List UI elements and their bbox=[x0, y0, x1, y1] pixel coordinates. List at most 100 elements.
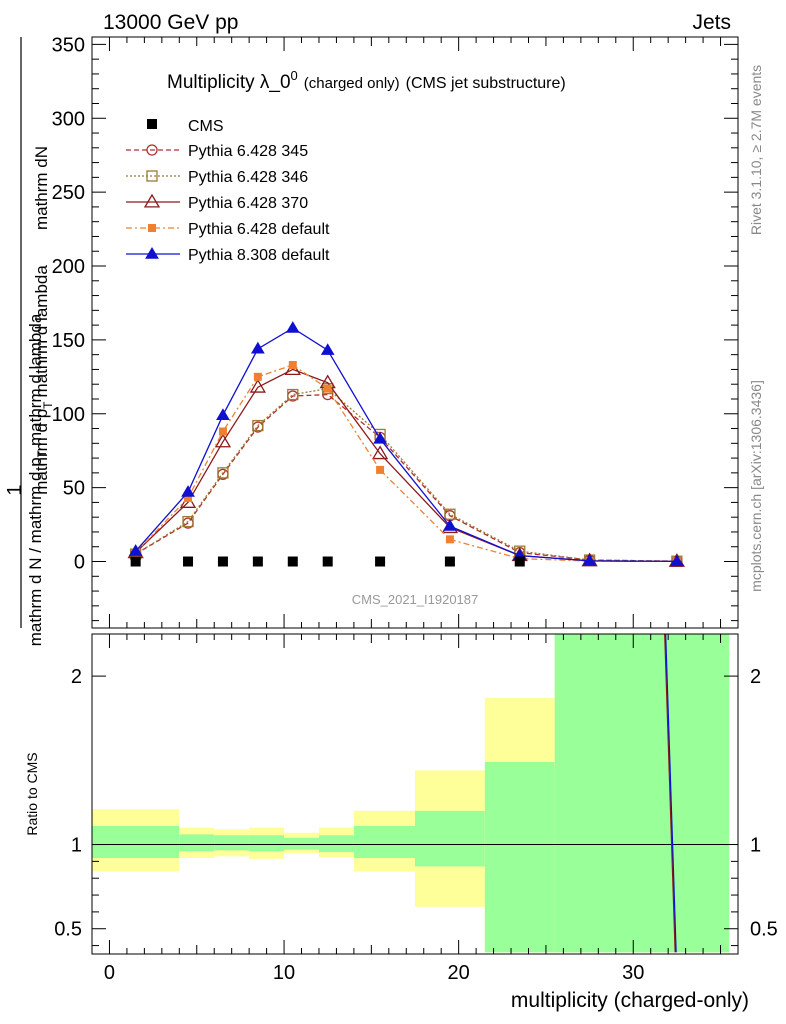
ratio-axis-ticks: 0.5 0.5 1 1 2 2 bbox=[54, 666, 778, 947]
ratio-y-tick-label: 2 bbox=[71, 666, 82, 688]
chart-title-sup: 0 bbox=[291, 68, 298, 83]
cms-data-point bbox=[130, 556, 141, 567]
series-3-point bbox=[249, 378, 267, 393]
legend-marker-4 bbox=[148, 224, 156, 232]
ylabel-tail-text: mathrm d lambda bbox=[32, 265, 51, 398]
ylabel-denominator-text: mathrm d N / mathrm d p bbox=[26, 457, 45, 646]
series-4-point bbox=[445, 535, 454, 544]
cms-data-point bbox=[217, 556, 228, 567]
series-5-point bbox=[285, 321, 300, 333]
series-3-point bbox=[214, 433, 232, 448]
ratio-lines bbox=[92, 633, 738, 953]
cms-data-point bbox=[375, 556, 386, 567]
ratio-y-tick-label-right: 1 bbox=[750, 835, 761, 857]
legend-cms-label: CMS bbox=[188, 118, 224, 135]
main-series-group bbox=[127, 321, 686, 567]
ylabel-numerator: mathrm dN bbox=[32, 146, 51, 230]
series-5-point bbox=[373, 431, 387, 444]
legend-label-4: Pythia 6.428 default bbox=[188, 221, 330, 238]
ylabel-one: 1 bbox=[4, 484, 26, 495]
series-5-point bbox=[216, 408, 230, 420]
ratio-bands bbox=[92, 634, 730, 953]
series-2-point bbox=[182, 515, 194, 528]
cms-data-point bbox=[444, 556, 455, 567]
cms-data-point bbox=[322, 556, 333, 567]
cms-data-point bbox=[252, 556, 263, 567]
ratio-band-green bbox=[318, 835, 354, 853]
series-5-point bbox=[128, 544, 143, 556]
x-axis-ticks: 0 10 20 30 bbox=[104, 634, 722, 984]
ylabel-denominator-tail: mathrm d lambda bbox=[26, 313, 45, 446]
series-2-point bbox=[252, 419, 264, 432]
main-y-axis-label: 1 mathrm dN mathrm d pTmathrm d lambda m… bbox=[4, 37, 55, 646]
legend-label-1: Pythia 6.428 345 bbox=[188, 143, 308, 160]
header-left-label: 13000 GeV pp bbox=[103, 11, 238, 34]
main-y-tick-label: 300 bbox=[52, 108, 85, 130]
main-axis-ticks: 0 50 100 150 200 250 300 350 bbox=[52, 34, 738, 628]
cms-data-point bbox=[287, 556, 298, 567]
main-y-tick-label: 100 bbox=[52, 404, 85, 426]
main-y-tick-label: 350 bbox=[52, 34, 85, 56]
series-4-point bbox=[218, 427, 227, 436]
main-y-tick-label: 0 bbox=[74, 552, 85, 574]
analysis-watermark: CMS_2021_I1920187 bbox=[352, 592, 479, 607]
ylabel-mid-sub: T bbox=[41, 401, 55, 409]
legend-cms-marker bbox=[147, 119, 157, 129]
series-line-1 bbox=[135, 393, 677, 562]
legend-marker-2 bbox=[146, 170, 158, 182]
series-5-point bbox=[320, 343, 335, 355]
series-2-point bbox=[287, 388, 299, 401]
series-line-3 bbox=[135, 368, 677, 563]
chart-title-small: (charged only) bbox=[304, 75, 400, 92]
legend: CMS Pythia 6.428 345 Pythia 6.428 346 Pythi… bbox=[126, 118, 330, 264]
ratio-band-green bbox=[353, 826, 415, 858]
ratio-band-green bbox=[214, 835, 250, 851]
legend-label-5: Pythia 8.308 default bbox=[188, 247, 330, 264]
series-2-point bbox=[217, 467, 229, 479]
series-line-2 bbox=[135, 387, 677, 562]
ylabel-mid-group: mathrm d pTmathrm d lambda bbox=[32, 265, 55, 495]
legend-label-3: Pythia 6.428 370 bbox=[188, 195, 308, 212]
series-line-4 bbox=[135, 364, 677, 563]
ratio-band-green bbox=[179, 834, 215, 852]
series-4-point bbox=[288, 361, 297, 370]
ratio-y-tick-label-right: 2 bbox=[750, 666, 761, 688]
mcplots-label: mcplots.cern.ch [arXiv:1306.3436] bbox=[748, 380, 764, 592]
main-y-tick-label: 200 bbox=[52, 256, 85, 278]
series-4-point bbox=[253, 372, 262, 381]
main-y-tick-label: 50 bbox=[63, 478, 85, 500]
ratio-y-axis-label: Ratio to CMS bbox=[24, 752, 40, 835]
series-4-point bbox=[184, 493, 193, 502]
ratio-band-green bbox=[484, 762, 555, 953]
ratio-mc-line-red bbox=[664, 633, 676, 953]
main-y-tick-label: 250 bbox=[52, 182, 85, 204]
legend-marker-3 bbox=[143, 193, 161, 208]
series-5-point bbox=[670, 554, 684, 567]
main-plot-frame bbox=[91, 36, 739, 629]
ratio-y-tick-label-right: 0.5 bbox=[750, 919, 778, 941]
legend-marker-5 bbox=[145, 247, 159, 259]
ratio-band-green bbox=[624, 634, 730, 953]
ratio-band-green bbox=[284, 837, 319, 850]
ratio-band-green bbox=[554, 634, 625, 953]
cms-data-point bbox=[183, 556, 194, 567]
legend-label-2: Pythia 6.428 346 bbox=[188, 169, 308, 186]
series-4-point bbox=[323, 384, 332, 393]
ylabel-denominator-sub: T bbox=[35, 449, 49, 457]
chart-title-tail: (CMS jet substructure) bbox=[406, 75, 566, 92]
x-tick-label: 20 bbox=[448, 962, 470, 984]
x-tick-label: 0 bbox=[104, 962, 115, 984]
series-3-point bbox=[371, 445, 389, 460]
ylabel-denominator: mathrm d N / mathrm d pTmathrm d lambda bbox=[26, 313, 49, 646]
ratio-y-tick-label: 0.5 bbox=[54, 919, 82, 941]
ylabel-numerator-text: mathrm dN bbox=[32, 146, 51, 230]
x-tick-label: 30 bbox=[622, 962, 644, 984]
series-5-point bbox=[250, 341, 265, 354]
ratio-band-green bbox=[92, 826, 180, 858]
series-5-point bbox=[443, 519, 457, 531]
legend-marker-1 bbox=[146, 144, 158, 156]
ratio-band-green bbox=[249, 835, 285, 852]
cms-data-point bbox=[514, 556, 525, 567]
series-4-point bbox=[376, 465, 385, 474]
